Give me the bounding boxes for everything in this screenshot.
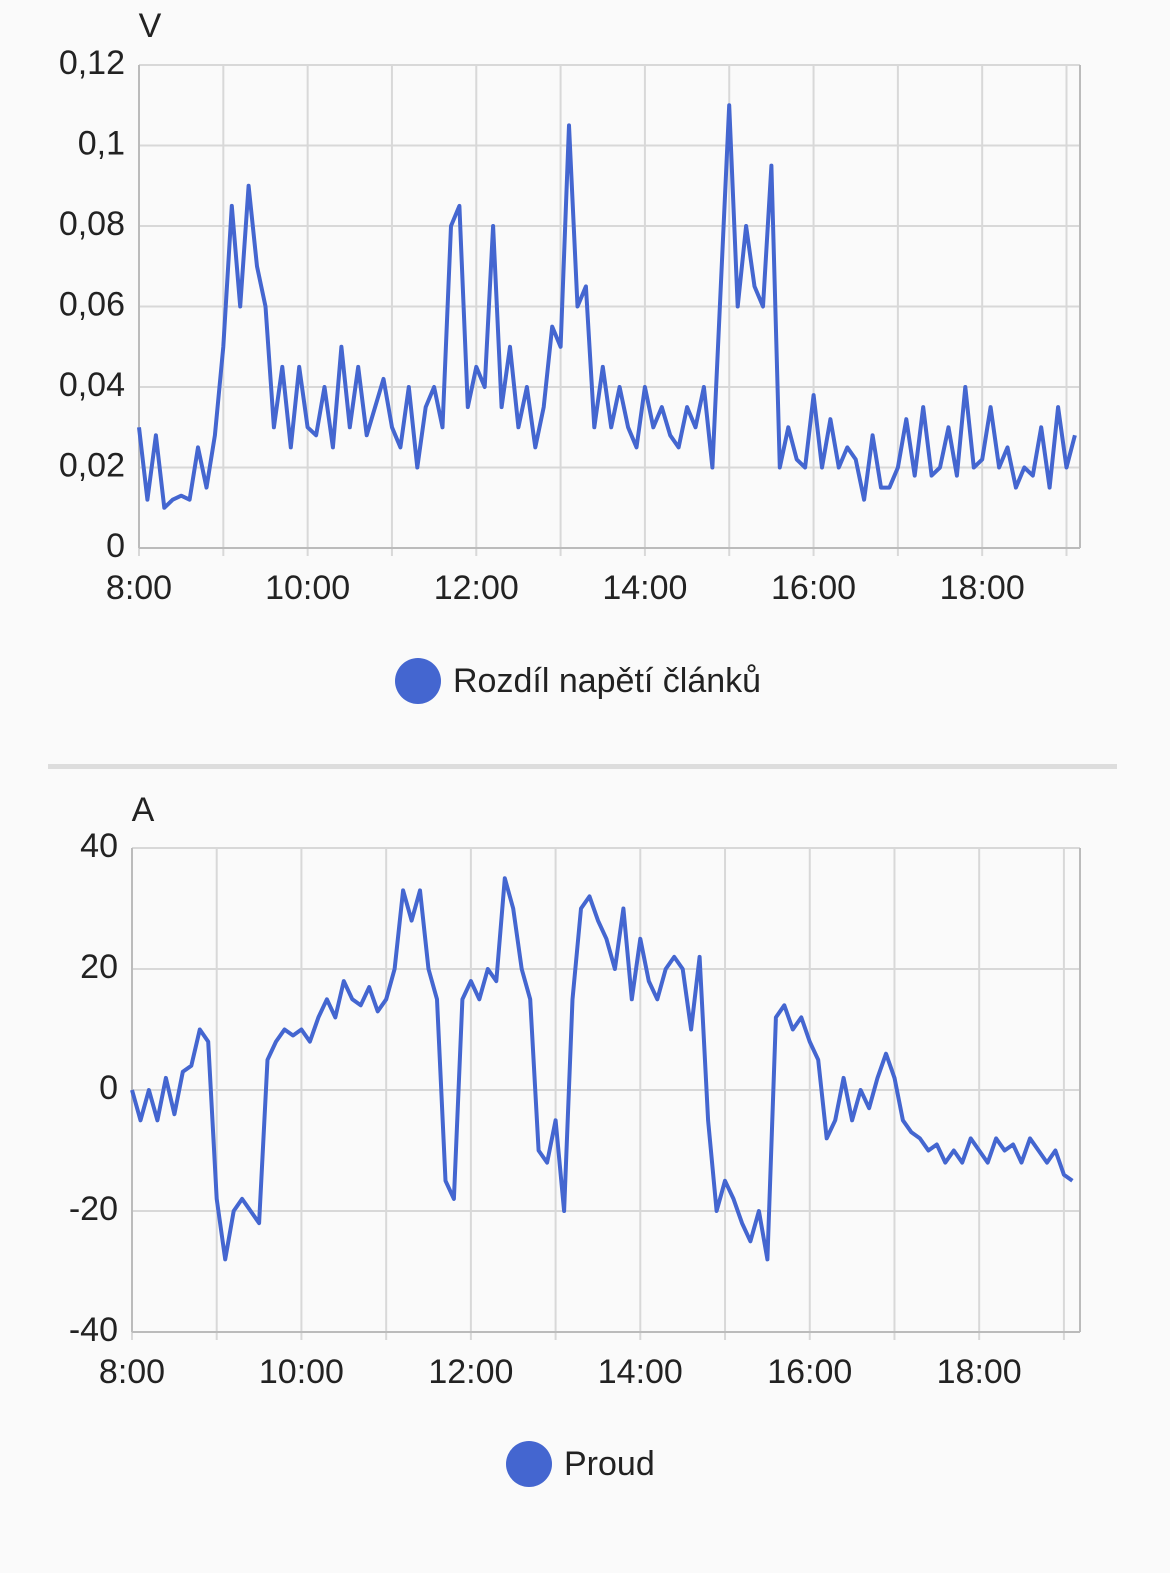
x-tick-label: 12:00 [428, 1353, 513, 1391]
x-tick-label: 8:00 [106, 569, 172, 607]
x-tick-label: 16:00 [767, 1353, 852, 1391]
y-tick-label: 0 [106, 527, 125, 565]
data-line [130, 876, 1074, 1262]
legend-label: Rozdíl napětí článků [453, 662, 761, 700]
x-tick-label: 14:00 [598, 1353, 683, 1391]
x-tick-label: 12:00 [434, 569, 519, 607]
y-tick-label: 0,08 [59, 205, 125, 243]
legend-marker [395, 658, 441, 704]
x-tick-label: 18:00 [937, 1353, 1022, 1391]
y-axis-unit: V [139, 7, 162, 45]
y-tick-label: 40 [80, 827, 118, 865]
y-tick-label: -20 [69, 1190, 118, 1228]
y-tick-label: 0 [99, 1069, 118, 1107]
y-tick-label: 0,02 [59, 446, 125, 484]
x-tick-label: 10:00 [265, 569, 350, 607]
y-tick-label: 0,1 [78, 124, 125, 162]
y-tick-label: 0,06 [59, 285, 125, 323]
legend-label: Proud [564, 1445, 655, 1483]
x-tick-label: 18:00 [940, 569, 1025, 607]
x-tick-label: 14:00 [602, 569, 687, 607]
separator [48, 764, 1117, 769]
x-tick-label: 8:00 [99, 1353, 165, 1391]
y-tick-label: 0,04 [59, 366, 125, 404]
y-tick-label: 20 [80, 948, 118, 986]
legend-marker [506, 1441, 552, 1487]
y-axis-unit: A [132, 791, 155, 829]
y-tick-label: 0,12 [59, 44, 125, 82]
x-tick-label: 10:00 [259, 1353, 344, 1391]
data-line [137, 103, 1077, 510]
x-tick-label: 16:00 [771, 569, 856, 607]
y-tick-label: -40 [69, 1311, 118, 1349]
